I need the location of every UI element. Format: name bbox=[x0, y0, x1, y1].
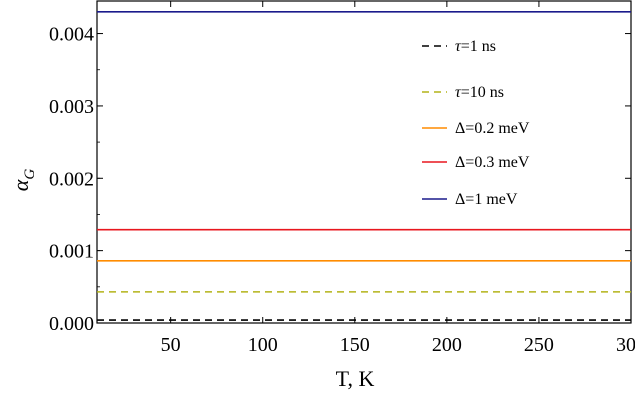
plot-frame bbox=[96, 0, 632, 324]
x-tick-label-3: 200 bbox=[432, 334, 462, 356]
y-axis-label-sub: G bbox=[22, 169, 38, 180]
x-tick-label-5: 300 bbox=[616, 334, 635, 356]
x-tick-label-0: 50 bbox=[161, 334, 181, 356]
x-tick-label-1: 100 bbox=[248, 334, 278, 356]
x-tick-label-4: 250 bbox=[524, 334, 554, 356]
legend: τ=1 ns τ=10 ns Δ=0.2 meV Δ=0.3 meV Δ=1 meV bbox=[422, 38, 530, 208]
legend-label-4: Δ=1 meV bbox=[455, 191, 518, 208]
legend-label-2: Δ=0.2 meV bbox=[455, 120, 530, 137]
y-tick-label-1: 0.001 bbox=[49, 241, 94, 263]
ticks-layer: 50 100 150 200 250 300 0.000 0.001 0.002 0.003 0.0… bbox=[49, 1, 635, 356]
y-axis-label-main: α bbox=[8, 179, 33, 191]
legend-label-3: Δ=0.3 meV bbox=[455, 154, 530, 171]
y-tick-label-3: 0.003 bbox=[49, 96, 94, 118]
y-tick-label-2: 0.002 bbox=[49, 168, 94, 190]
plot-frame-group bbox=[96, 0, 632, 324]
legend-label-0: τ=1 ns bbox=[455, 38, 496, 55]
y-axis-label: αG bbox=[8, 169, 38, 192]
x-tick-label-2: 150 bbox=[340, 334, 370, 356]
legend-label-1: τ=10 ns bbox=[455, 84, 504, 101]
series-layer bbox=[97, 11, 631, 321]
y-tick-label-4: 0.004 bbox=[49, 24, 94, 46]
y-tick-label-0: 0.000 bbox=[49, 313, 94, 335]
svg-text:αG: αG bbox=[8, 169, 38, 192]
x-axis-label: T, K bbox=[336, 366, 375, 391]
